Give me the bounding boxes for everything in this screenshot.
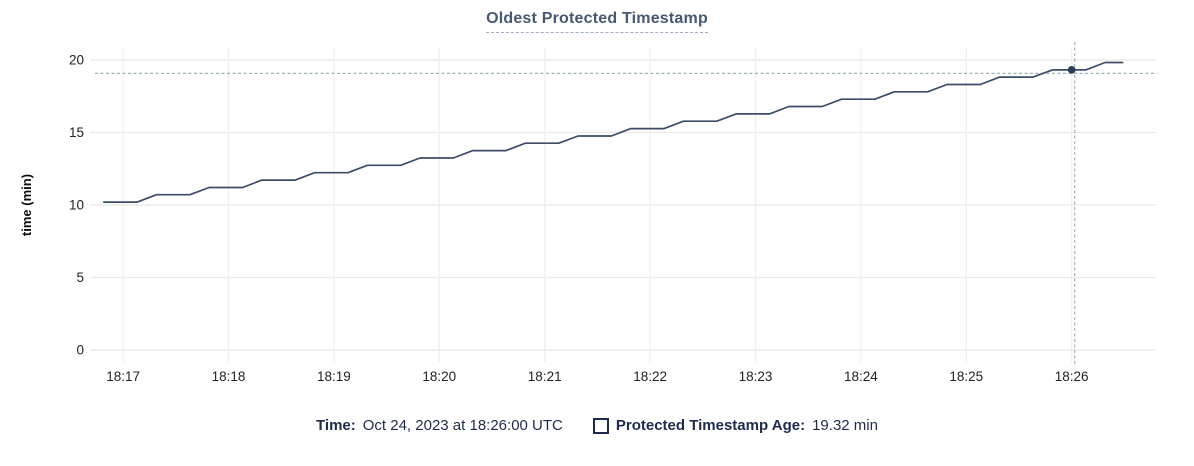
x-tick-label: 18:25	[949, 369, 983, 384]
legend-series-label: Protected Timestamp Age:	[615, 417, 806, 434]
x-tick-label: 18:23	[739, 369, 773, 384]
chart-title-row: Oldest Protected Timestamp	[0, 10, 1194, 33]
series-line	[102, 61, 1124, 203]
x-tick-label: 18:17	[106, 369, 140, 384]
chart-legend: Time: Oct 24, 2023 at 18:26:00 UTC Prote…	[0, 417, 1194, 434]
x-tick-label: 18:21	[528, 369, 562, 384]
x-tick-label: 18:26	[1055, 369, 1089, 384]
hover-point-dot	[1067, 66, 1076, 74]
x-tick-label: 18:22	[633, 369, 667, 384]
y-axis-title: time (min)	[19, 174, 34, 236]
chart-title[interactable]: Oldest Protected Timestamp	[486, 10, 708, 33]
x-tick-label: 18:24	[844, 369, 878, 384]
y-tick-label: 5	[76, 270, 84, 285]
legend-time-item: Time: Oct 24, 2023 at 18:26:00 UTC	[316, 417, 563, 434]
y-tick-label: 20	[69, 53, 84, 68]
y-tick-label: 10	[69, 198, 84, 213]
x-tick-label: 18:20	[422, 369, 456, 384]
line-chart-plot[interactable]: 0 5 10 15 20 18:17 18:18 18:19 18:20 18:21 18:22 18…	[0, 0, 1194, 404]
legend-time-label: Time:	[316, 417, 356, 434]
y-tick-label: 15	[69, 125, 84, 140]
legend-time-value: Oct 24, 2023 at 18:26:00 UTC	[362, 417, 563, 434]
x-tick-label: 18:18	[212, 369, 246, 384]
x-tick-label: 18:19	[317, 369, 351, 384]
legend-series-checkbox[interactable]	[592, 417, 609, 434]
legend-series-value: 19.32 min	[812, 417, 878, 434]
legend-series-item[interactable]: Protected Timestamp Age: 19.32 min	[592, 417, 878, 434]
y-tick-label: 0	[76, 343, 84, 358]
